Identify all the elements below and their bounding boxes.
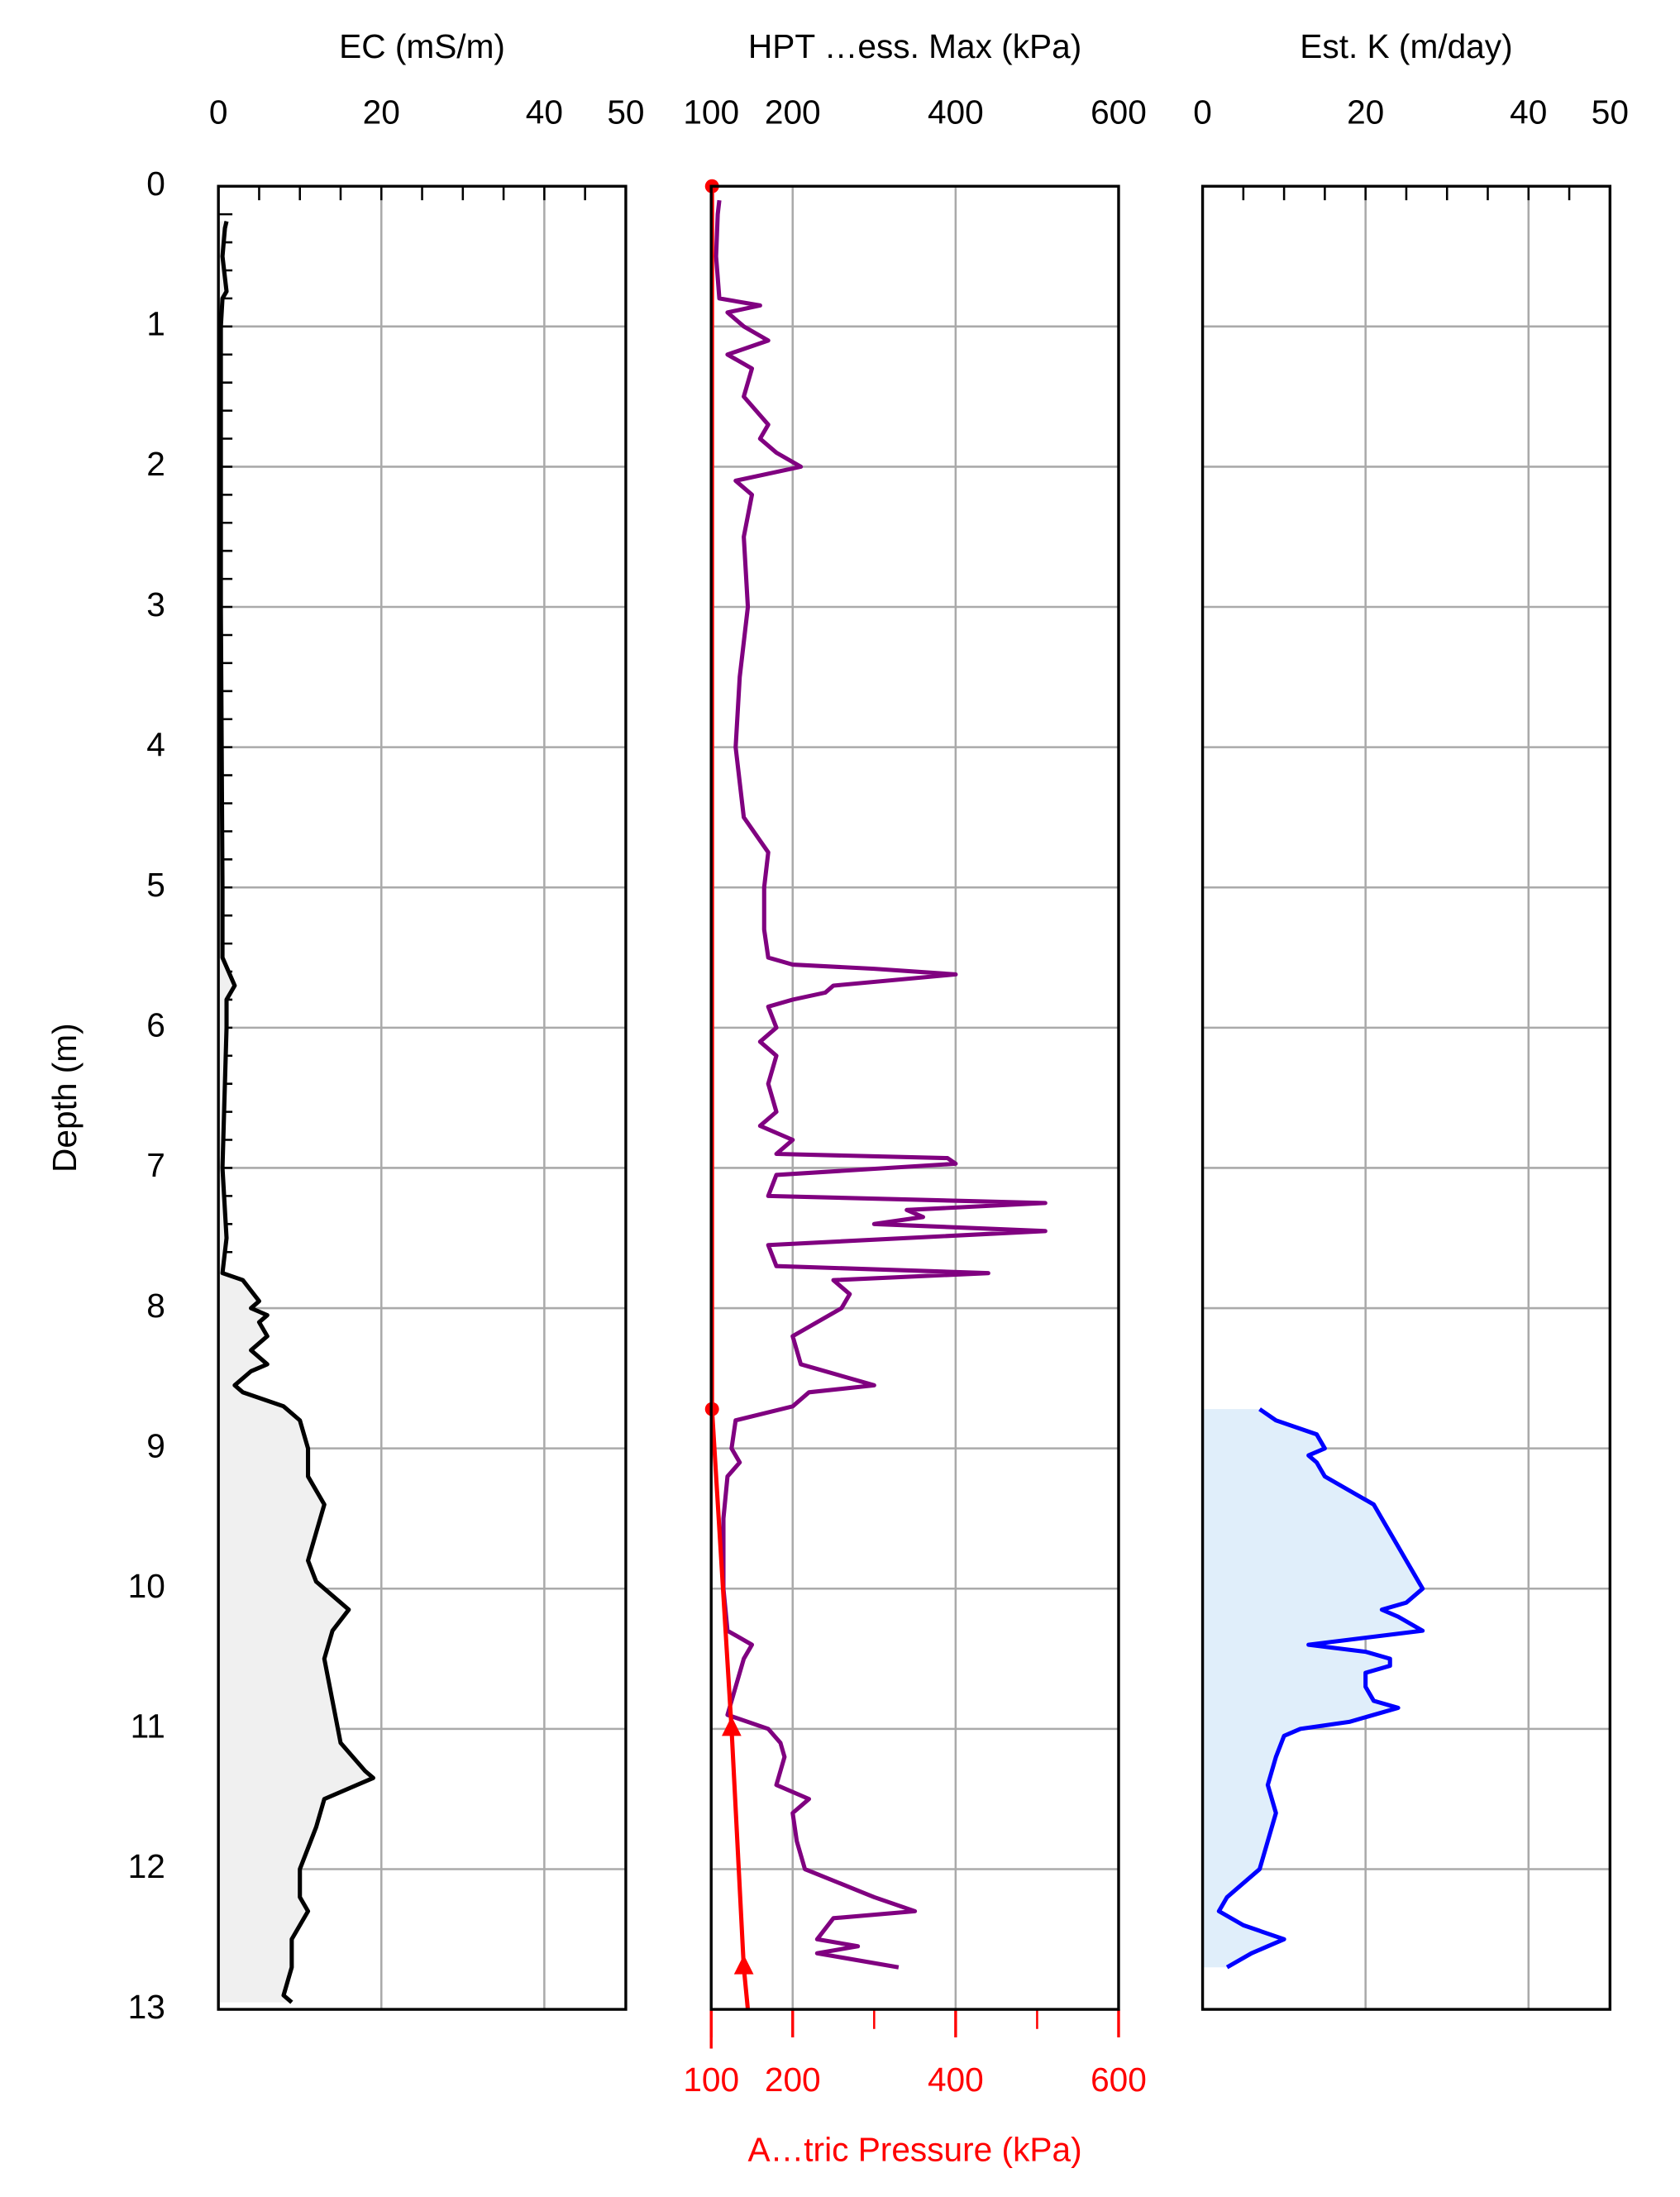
x-tick-label: 400 [928,93,984,131]
y-tick-label: 4 [146,725,165,763]
y-tick-label: 2 [146,445,165,483]
x-tick-label: 20 [1347,93,1384,131]
x-tick-label: 40 [526,93,563,131]
marker [733,1954,754,1975]
y-tick-label: 1 [146,305,165,343]
x-axis-title: HPT …ess. Max (kPa) [748,27,1081,65]
y-tick-label: 13 [128,1988,165,2026]
x2-tick-label: 200 [765,2061,821,2099]
x-tick-label: 50 [607,93,644,131]
area [1202,1409,1423,1968]
x-tick-label: 200 [765,93,821,131]
plot-frame [217,184,628,2011]
x-tick-label: 20 [363,93,400,131]
line [709,186,751,2010]
y-tick-label: 11 [131,1707,165,1746]
x-tick-label: 0 [1193,93,1212,131]
y-tick-label: 3 [146,585,165,623]
marker [721,1716,742,1736]
y-tick-label: 5 [146,866,165,904]
x2-tick-label: 600 [1091,2061,1147,2099]
x-tick-label: 50 [1592,93,1629,131]
area [218,221,374,2003]
x2-axis-title: A…tric Pressure (kPa) [748,2131,1082,2169]
x-tick-label: 600 [1091,93,1147,131]
y-tick-label: 6 [146,1006,165,1044]
y-tick-label: 7 [146,1146,165,1184]
y-tick-label: 9 [146,1426,165,1464]
line [1216,1407,1425,1970]
y-tick-label: 10 [128,1567,165,1605]
y-tick-label: 12 [128,1847,165,1885]
x-tick-label: 0 [209,93,228,131]
x2-tick-label: 100 [683,2061,739,2099]
y-tick-label: 0 [146,165,165,203]
plot-frame [709,184,1120,2011]
x2-tick-label: 400 [928,2061,984,2099]
plot-frame [1200,184,1612,2011]
x-tick-label: 100 [683,93,739,131]
line [218,221,375,2004]
x-tick-label: 40 [1510,93,1547,131]
x-axis-title: Est. K (m/day) [1300,27,1512,65]
line [714,199,1048,1970]
y-axis-title: Depth (m) [45,1023,84,1173]
x-axis-title: EC (mS/m) [339,27,505,65]
y-tick-label: 8 [146,1287,165,1325]
